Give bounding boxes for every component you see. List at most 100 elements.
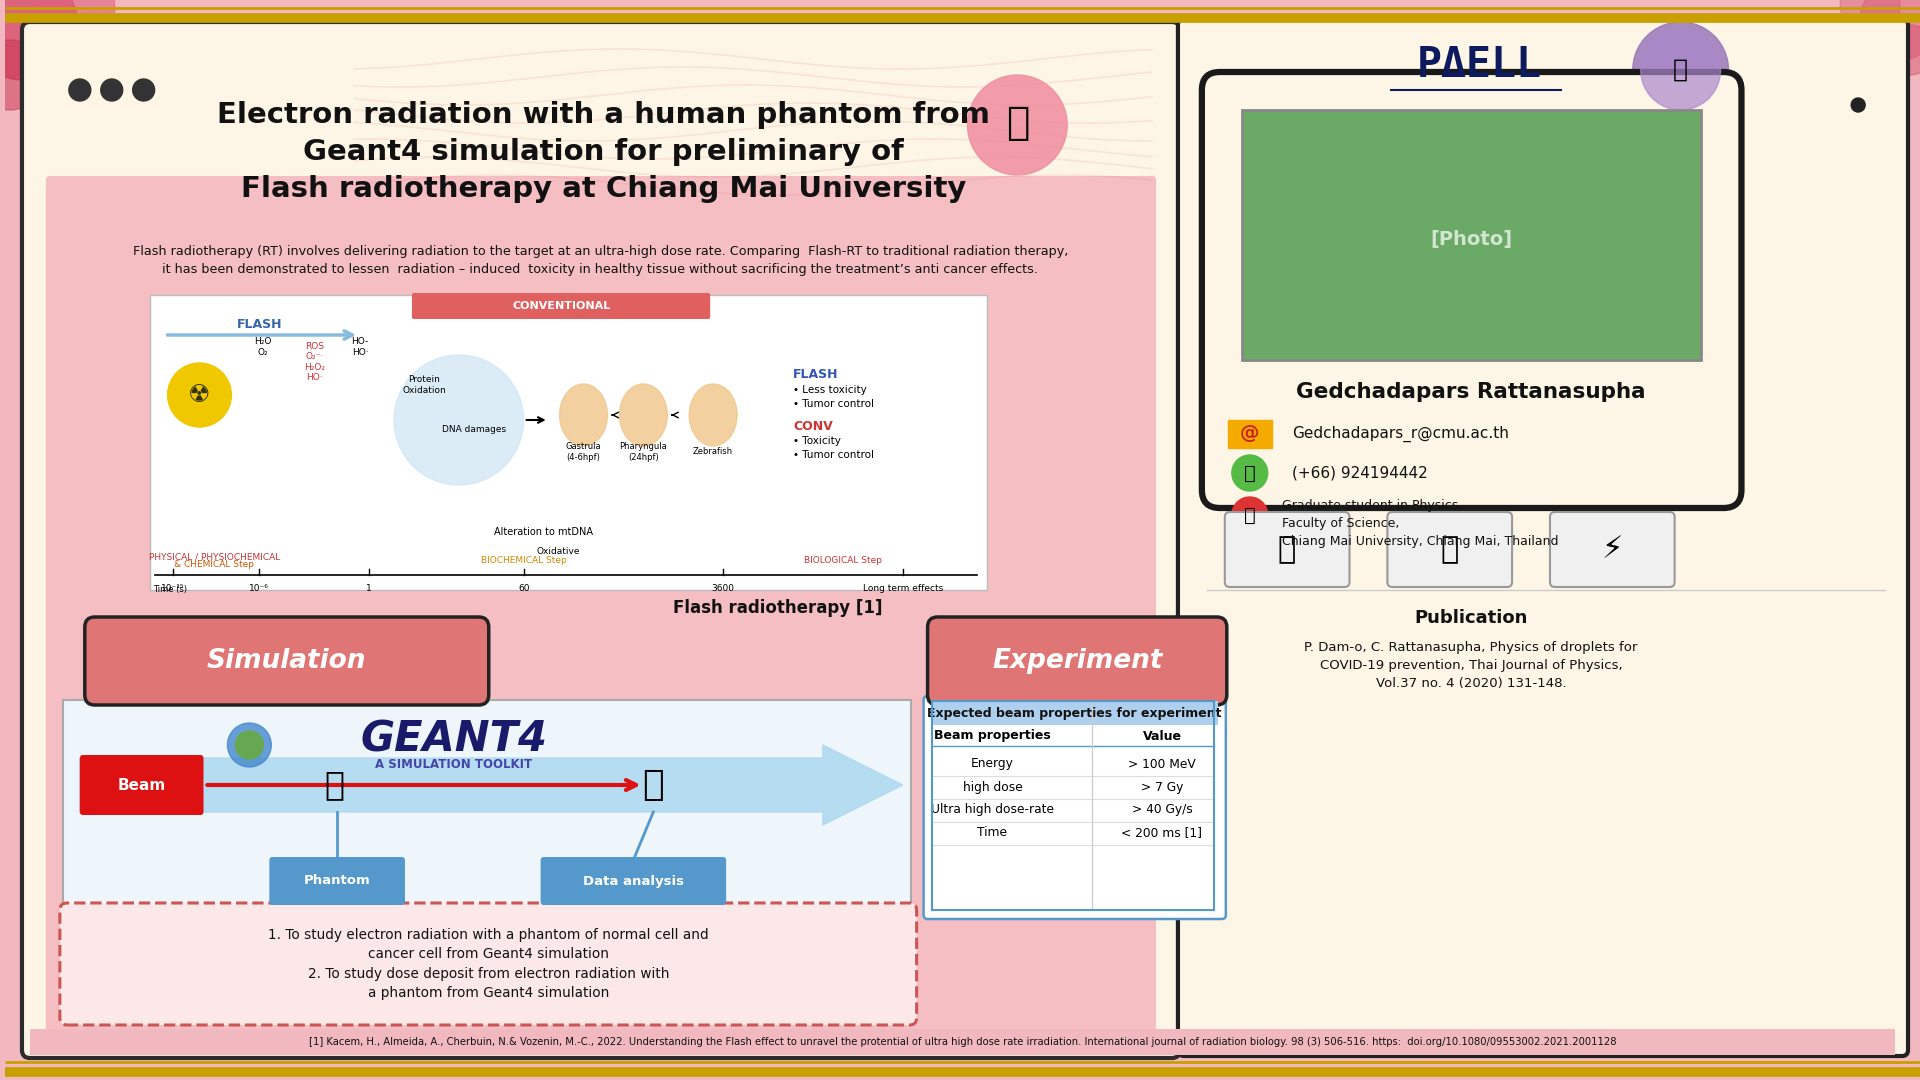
Text: 3600: 3600 (712, 584, 735, 593)
Text: Time: Time (977, 826, 1008, 839)
Text: Publication: Publication (1415, 609, 1528, 627)
Circle shape (394, 355, 524, 485)
FancyBboxPatch shape (1549, 512, 1674, 588)
Text: CONVENTIONAL: CONVENTIONAL (513, 301, 611, 311)
Circle shape (1632, 22, 1728, 118)
Text: 📞: 📞 (1244, 463, 1256, 483)
Text: 1: 1 (367, 584, 372, 593)
Text: BIOLOGICAL Step: BIOLOGICAL Step (804, 556, 881, 565)
FancyBboxPatch shape (1179, 19, 1908, 1056)
FancyBboxPatch shape (31, 1029, 1895, 1055)
Circle shape (1885, 25, 1920, 75)
Text: Experiment: Experiment (993, 648, 1162, 674)
Text: 1. To study electron radiation with a phantom of normal cell and
cancer cell fro: 1. To study electron radiation with a ph… (269, 928, 708, 1000)
Text: • Less toxicity: • Less toxicity (793, 384, 866, 395)
Circle shape (69, 79, 90, 102)
FancyBboxPatch shape (46, 176, 1156, 1042)
FancyBboxPatch shape (541, 858, 726, 905)
Text: Protein
Oxidation: Protein Oxidation (401, 375, 445, 394)
Text: < 200 ms [1]: < 200 ms [1] (1121, 826, 1202, 839)
Text: Beam: Beam (117, 778, 165, 793)
Text: 10⁻⁶: 10⁻⁶ (250, 584, 269, 593)
FancyBboxPatch shape (269, 858, 405, 905)
Text: 📍: 📍 (1244, 505, 1256, 525)
Polygon shape (1227, 420, 1271, 448)
Text: • Tumor control: • Tumor control (793, 399, 874, 409)
FancyBboxPatch shape (21, 22, 1181, 1058)
Circle shape (1642, 30, 1720, 110)
Text: 60: 60 (518, 584, 530, 593)
Text: Gedchadapars_r@cmu.ac.th: Gedchadapars_r@cmu.ac.th (1292, 426, 1509, 442)
Text: Flash radiotherapy [1]: Flash radiotherapy [1] (674, 599, 883, 617)
Text: Alteration to mtDNA: Alteration to mtDNA (493, 527, 593, 537)
Text: HO-
HO·: HO- HO· (351, 337, 369, 356)
Text: A SIMULATION TOOLKIT: A SIMULATION TOOLKIT (374, 757, 532, 770)
FancyBboxPatch shape (1242, 110, 1701, 360)
Text: Value: Value (1142, 729, 1181, 743)
FancyBboxPatch shape (924, 696, 1225, 919)
Text: Data analysis: Data analysis (584, 875, 684, 888)
Text: ⚡: ⚡ (1601, 536, 1622, 565)
Text: > 100 MeV: > 100 MeV (1129, 757, 1196, 770)
Text: GEANT4: GEANT4 (361, 719, 547, 761)
FancyBboxPatch shape (931, 701, 1217, 725)
Text: Graduate student in Physics,
Faculty of Science,
Chiang Mai University, Chiang M: Graduate student in Physics, Faculty of … (1283, 499, 1559, 548)
FancyBboxPatch shape (84, 617, 490, 705)
Circle shape (1851, 98, 1864, 112)
Text: Flash radiotherapy (RT) involves delivering radiation to the target at an ultra-: Flash radiotherapy (RT) involves deliver… (132, 244, 1068, 275)
Text: Ultra high dose-rate: Ultra high dose-rate (931, 804, 1054, 816)
Text: 📋: 📋 (1277, 536, 1296, 565)
Circle shape (1860, 0, 1920, 60)
FancyBboxPatch shape (413, 293, 710, 319)
Text: CONV: CONV (793, 419, 833, 432)
Circle shape (1233, 497, 1267, 534)
Text: Gastrula
(4-6hpf): Gastrula (4-6hpf) (566, 443, 601, 462)
Text: & CHEMICAL Step: & CHEMICAL Step (175, 561, 255, 569)
Text: H₂O
O₂: H₂O O₂ (253, 337, 271, 356)
Text: Time (s): Time (s) (152, 585, 186, 594)
Text: Electron radiation with a human phantom from
Geant4 simulation for preliminary o: Electron radiation with a human phantom … (217, 102, 991, 203)
Text: ☢: ☢ (188, 383, 211, 407)
Text: FLASH: FLASH (236, 319, 282, 332)
Text: Energy: Energy (972, 757, 1014, 770)
Text: Long term effects: Long term effects (862, 584, 943, 593)
Circle shape (25, 50, 65, 90)
Text: P. Dam-o, C. Rattanasupha, Physics of droplets for
COVID-19 prevention, Thai Jou: P. Dam-o, C. Rattanasupha, Physics of dr… (1304, 640, 1638, 689)
Circle shape (1839, 0, 1901, 35)
Text: [1] Kacem, H., Almeida, A., Cherbuin, N.& Vozenin, M.-C., 2022. Understanding th: [1] Kacem, H., Almeida, A., Cherbuin, N.… (309, 1037, 1617, 1047)
Circle shape (227, 723, 271, 767)
Text: 🐘: 🐘 (1672, 58, 1688, 82)
FancyBboxPatch shape (1388, 512, 1513, 588)
Text: • Toxicity: • Toxicity (793, 436, 841, 446)
FancyBboxPatch shape (150, 295, 987, 590)
FancyBboxPatch shape (60, 903, 916, 1025)
Text: Beam properties: Beam properties (933, 729, 1050, 743)
Text: > 40 Gy/s: > 40 Gy/s (1131, 804, 1192, 816)
Polygon shape (81, 745, 902, 825)
Text: 🤖: 🤖 (324, 769, 344, 801)
Text: Zebrafish: Zebrafish (693, 447, 733, 457)
Ellipse shape (559, 384, 607, 446)
Circle shape (0, 40, 44, 110)
FancyBboxPatch shape (1225, 512, 1350, 588)
Text: (+66) 924194442: (+66) 924194442 (1292, 465, 1427, 481)
Text: Gedchadapars Rattanasupha: Gedchadapars Rattanasupha (1296, 382, 1645, 402)
Circle shape (35, 0, 115, 48)
Ellipse shape (620, 384, 668, 446)
Text: Oxidative: Oxidative (538, 548, 580, 556)
FancyBboxPatch shape (81, 755, 204, 815)
FancyBboxPatch shape (1202, 72, 1741, 508)
Text: Expected beam properties for experiment: Expected beam properties for experiment (927, 706, 1221, 719)
Text: @: @ (1240, 424, 1260, 444)
Text: > 7 Gy: > 7 Gy (1140, 781, 1183, 794)
Text: DNA damages: DNA damages (442, 426, 505, 434)
Text: 📷: 📷 (1440, 536, 1459, 565)
Text: • Tumor control: • Tumor control (793, 450, 874, 460)
Circle shape (75, 10, 125, 60)
Text: [Photo]: [Photo] (1430, 230, 1513, 249)
Circle shape (167, 363, 232, 427)
Ellipse shape (689, 384, 737, 446)
Circle shape (236, 731, 263, 759)
Text: BIOCHEMICAL Step: BIOCHEMICAL Step (480, 556, 566, 565)
Circle shape (1233, 455, 1267, 491)
